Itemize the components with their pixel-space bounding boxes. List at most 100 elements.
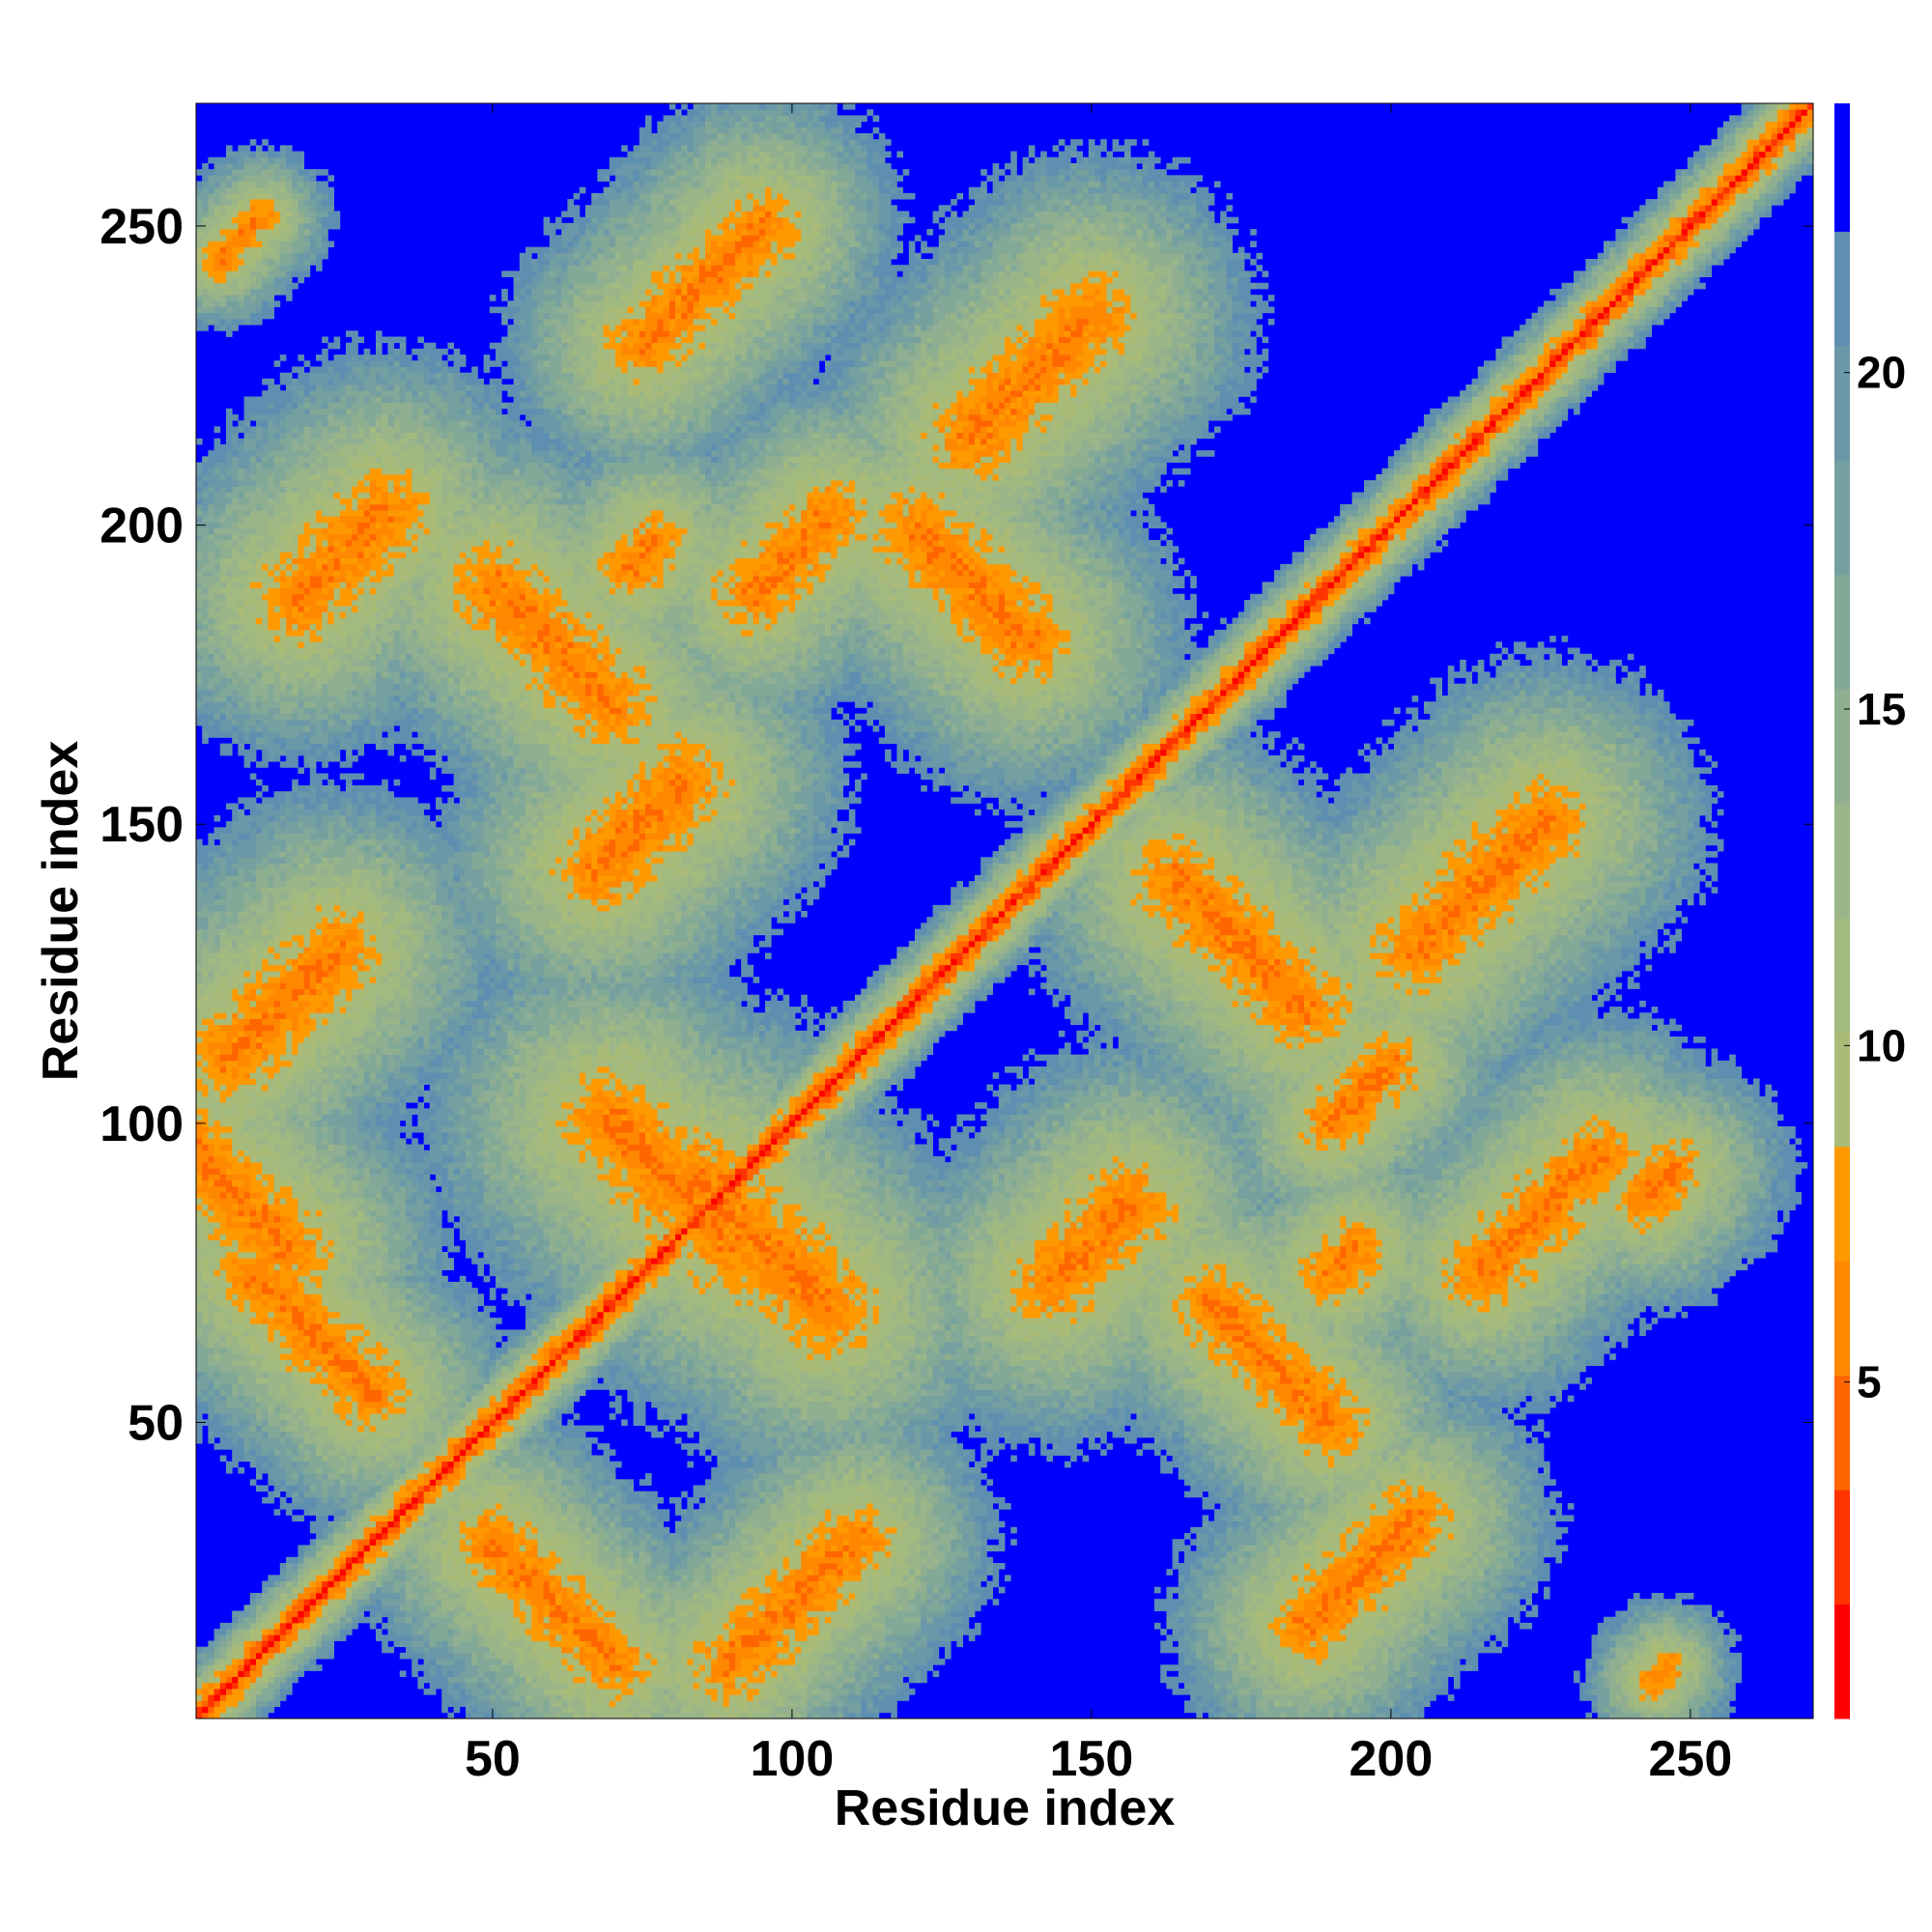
heatmap-cell [273, 1586, 293, 1594]
heatmap-cell [693, 1640, 706, 1648]
heatmap-cell [316, 1580, 323, 1588]
heatmap-cell [687, 1449, 694, 1456]
heatmap-cell [1304, 1461, 1322, 1468]
heatmap-cell [453, 1466, 461, 1474]
heatmap-cell [243, 1676, 251, 1684]
heatmap-cell [406, 1509, 418, 1516]
heatmap-cell [1729, 1676, 1736, 1684]
heatmap-cell [956, 1503, 963, 1510]
heatmap-cell [1214, 1605, 1245, 1611]
heatmap-cell [393, 1575, 407, 1581]
heatmap-cell [1394, 1664, 1401, 1671]
heatmap-cell [837, 1526, 850, 1534]
heatmap-cell [932, 1562, 940, 1570]
heatmap-cell [891, 1556, 897, 1564]
heatmap-cell [872, 1533, 886, 1540]
heatmap-cell [501, 1640, 508, 1648]
heatmap-cell [825, 1455, 832, 1463]
heatmap-cell [417, 1676, 448, 1684]
heatmap-cell [1274, 1545, 1281, 1551]
heatmap-cell [1424, 1491, 1436, 1498]
heatmap-cell [1214, 1700, 1221, 1708]
heatmap-cell [1304, 1664, 1317, 1671]
heatmap-cell [453, 1670, 461, 1678]
heatmap-cell [603, 1629, 611, 1635]
heatmap-cell [471, 1689, 484, 1695]
heatmap-cell [1160, 1461, 1185, 1468]
heatmap-cell [818, 1449, 832, 1456]
heatmap-cell [1651, 1634, 1659, 1641]
heatmap-cell [896, 1652, 903, 1660]
heatmap-cell [327, 1461, 353, 1468]
heatmap-cell [477, 1592, 508, 1600]
heatmap-cell [1381, 1473, 1395, 1480]
heatmap-cell [213, 1659, 221, 1665]
heatmap-cell [322, 1485, 328, 1492]
heatmap-cell [339, 1520, 347, 1528]
heatmap-cell [1226, 1562, 1251, 1570]
heatmap-cell [765, 1550, 772, 1558]
heatmap-cell [717, 1496, 724, 1504]
heatmap-cell [496, 1562, 502, 1570]
heatmap-cell [423, 1652, 454, 1660]
heatmap-cell [728, 1706, 742, 1714]
heatmap-cell [333, 1562, 341, 1570]
heatmap-cell [938, 1562, 952, 1570]
heatmap-cell [369, 1610, 377, 1618]
heatmap-cell [208, 1712, 214, 1719]
heatmap-cell [1525, 1610, 1539, 1618]
heatmap-cell [1406, 1640, 1425, 1648]
heatmap-cell [196, 1676, 203, 1684]
heatmap-cell [1723, 1694, 1736, 1701]
heatmap-cell [1220, 1515, 1233, 1522]
heatmap-cell [513, 1610, 526, 1618]
heatmap-cell [1387, 1700, 1395, 1708]
heatmap-cell [1262, 1515, 1269, 1522]
heatmap-cell [1639, 1634, 1646, 1641]
heatmap-cell [543, 1706, 551, 1714]
heatmap-cell [842, 1473, 856, 1480]
heatmap-cell [1430, 1550, 1449, 1558]
heatmap-cell [1387, 1610, 1412, 1618]
heatmap-cell [771, 1670, 778, 1678]
heatmap-cell [369, 1533, 377, 1540]
heatmap-cell [1316, 1550, 1322, 1558]
heatmap-cell [1196, 1634, 1209, 1641]
heatmap-cell [1615, 1676, 1629, 1684]
heatmap-cell [406, 1592, 418, 1600]
heatmap-cell [286, 1479, 298, 1486]
heatmap-cell [1184, 1634, 1191, 1641]
heatmap-cell [1687, 1706, 1700, 1714]
heatmap-cell [1411, 1652, 1419, 1660]
heatmap-cell [728, 1694, 748, 1701]
heatmap-cell [1525, 1479, 1532, 1486]
heatmap-cell [1400, 1496, 1406, 1504]
heatmap-cell [951, 1634, 963, 1641]
heatmap-cell [921, 1485, 927, 1492]
heatmap-cell [807, 1491, 886, 1498]
heatmap-cell [573, 1622, 611, 1630]
heatmap-cell [459, 1586, 472, 1594]
heatmap-cell [1232, 1676, 1239, 1684]
heatmap-cell [956, 1533, 963, 1540]
heatmap-cell [1310, 1646, 1317, 1654]
heatmap-cell [453, 1533, 467, 1540]
heatmap-cell [1202, 1640, 1209, 1648]
heatmap-cell [387, 1550, 394, 1558]
heatmap-cell [292, 1473, 298, 1480]
heatmap-cell [1435, 1556, 1449, 1564]
heatmap-cell [298, 1670, 304, 1678]
heatmap-cell [621, 1629, 640, 1635]
heatmap-cell [915, 1670, 922, 1678]
heatmap-cell [573, 1706, 586, 1714]
heatmap-cell [352, 1466, 358, 1474]
heatmap-cell [1364, 1520, 1371, 1528]
heatmap-cell [1627, 1694, 1634, 1701]
heatmap-cell [555, 1659, 562, 1665]
heatmap-cell [1166, 1634, 1179, 1641]
heatmap-cell [459, 1569, 472, 1576]
heatmap-cell [812, 1652, 826, 1660]
heatmap-cell [555, 1605, 562, 1611]
heatmap-cell [1675, 1652, 1682, 1660]
heatmap-cell [1471, 1473, 1485, 1480]
